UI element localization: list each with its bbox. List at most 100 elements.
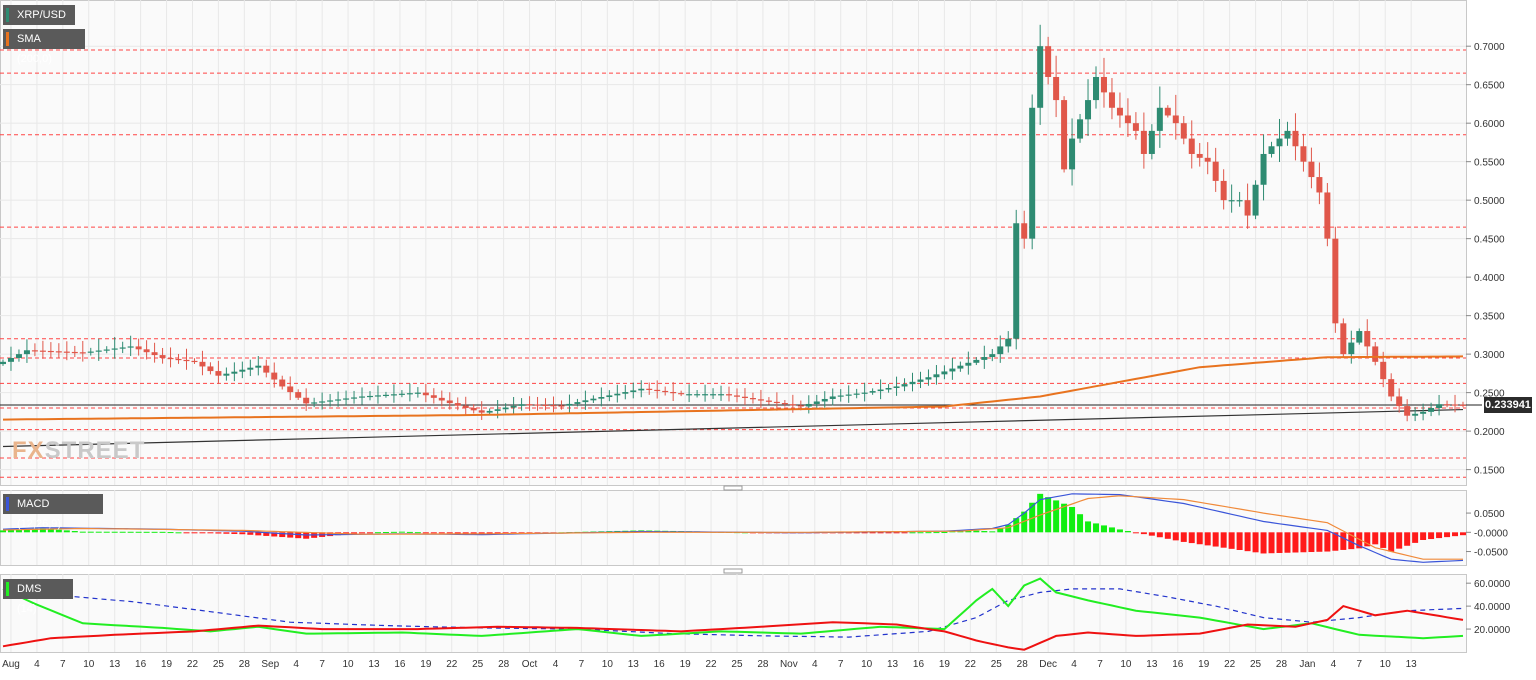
dms-tag[interactable]: DMS (14) bbox=[3, 579, 73, 615]
x-tick-label: Oct bbox=[522, 659, 538, 670]
candle-body bbox=[558, 405, 565, 407]
macd-histogram-bar bbox=[1013, 518, 1020, 533]
candle-body bbox=[765, 400, 772, 402]
candle-body bbox=[654, 389, 661, 392]
x-tick-label: 13 bbox=[368, 659, 380, 670]
candle-body bbox=[813, 401, 820, 404]
macd-histogram-bar bbox=[151, 531, 158, 533]
candle-body bbox=[646, 388, 653, 390]
candle-body bbox=[502, 407, 509, 410]
macd-histogram-bar bbox=[981, 531, 988, 533]
candle-body bbox=[111, 348, 118, 350]
sma200-line bbox=[2, 355, 1464, 421]
candle-body bbox=[1412, 413, 1419, 416]
macd-histogram-bar bbox=[239, 532, 246, 535]
candle-body bbox=[295, 392, 302, 398]
x-tick-label: Aug bbox=[2, 659, 20, 670]
candle-body bbox=[1420, 411, 1427, 414]
macd-histogram-bar bbox=[1172, 532, 1179, 541]
macd-histogram-bar bbox=[925, 532, 932, 534]
y-tick-label: 0.3500 bbox=[1474, 312, 1505, 323]
candle-body bbox=[1292, 130, 1299, 147]
candle-body bbox=[223, 373, 230, 376]
macd-histogram-bar bbox=[231, 532, 238, 534]
macd-color-swatch bbox=[6, 497, 9, 511]
x-tick-label: 22 bbox=[1224, 659, 1236, 670]
candle-body bbox=[319, 401, 326, 403]
candle-body bbox=[534, 404, 541, 406]
macd-histogram-bar bbox=[1188, 532, 1195, 544]
macd-histogram-bar bbox=[207, 532, 214, 534]
macd-histogram-bar bbox=[1132, 532, 1139, 534]
x-tick-label: 7 bbox=[60, 659, 66, 670]
x-tick-label: 25 bbox=[1250, 659, 1262, 670]
x-tick-label: 19 bbox=[680, 659, 692, 670]
macd-histogram-bar bbox=[1116, 529, 1123, 533]
candle-body bbox=[327, 400, 334, 402]
y-tick-label: 0.5500 bbox=[1474, 158, 1505, 169]
candle-body bbox=[678, 393, 685, 395]
candle-body bbox=[1132, 123, 1139, 131]
y-tick-label: 0.3000 bbox=[1474, 350, 1505, 361]
x-tick-label: 25 bbox=[991, 659, 1003, 670]
macd-histogram-bar bbox=[1204, 532, 1211, 546]
candle-body bbox=[702, 394, 709, 396]
macd-histogram-bar bbox=[1420, 532, 1427, 540]
candle-body bbox=[622, 392, 629, 394]
macd-histogram-bar bbox=[1077, 514, 1084, 533]
candle-body bbox=[87, 351, 94, 353]
candle-body bbox=[207, 366, 214, 372]
y-tick-label: 0.2500 bbox=[1474, 389, 1505, 400]
macd-histogram-bar bbox=[502, 532, 509, 534]
candle-body bbox=[1180, 123, 1187, 139]
macd-histogram-bar bbox=[1284, 532, 1291, 553]
x-tick-label: 7 bbox=[1097, 659, 1103, 670]
candle-body bbox=[1388, 379, 1395, 397]
candle-body bbox=[973, 359, 980, 363]
candle-body bbox=[957, 365, 964, 369]
candle-body bbox=[95, 350, 102, 352]
x-tick-label: 10 bbox=[83, 659, 95, 670]
candle-body bbox=[1428, 408, 1435, 412]
candle-body bbox=[901, 384, 908, 387]
macd-histogram-bar bbox=[1396, 532, 1403, 549]
sma-tag[interactable]: SMA (200,0) bbox=[3, 29, 85, 65]
macd-histogram-bar bbox=[1045, 497, 1052, 533]
candle-body bbox=[175, 358, 182, 361]
candle-body bbox=[1005, 338, 1012, 347]
candle-body bbox=[1188, 138, 1195, 154]
macd-histogram-bar bbox=[1268, 532, 1275, 554]
candle-body bbox=[1348, 342, 1355, 355]
x-tick-label: 16 bbox=[654, 659, 666, 670]
x-tick-label: 28 bbox=[1017, 659, 1029, 670]
candle-body bbox=[861, 392, 868, 394]
macd-histogram-bar bbox=[470, 532, 477, 534]
macd-tag[interactable]: MACD (12,26,9) bbox=[3, 494, 103, 530]
x-tick-label: 22 bbox=[705, 659, 717, 670]
macd-histogram-bar bbox=[215, 532, 222, 534]
x-tick-label: Jan bbox=[1299, 659, 1315, 670]
candle-body bbox=[462, 405, 469, 409]
candle-body bbox=[1037, 46, 1044, 108]
candle-body bbox=[23, 350, 30, 355]
macd-histogram-bar bbox=[1069, 506, 1076, 533]
macd-histogram-bar bbox=[1093, 523, 1100, 533]
candle-body bbox=[1276, 138, 1283, 147]
candle-body bbox=[335, 399, 342, 401]
candle-body bbox=[1196, 153, 1203, 158]
instrument-label: XRP/USD bbox=[17, 9, 66, 21]
macd-histogram-bar bbox=[989, 531, 996, 533]
x-tick-label: 16 bbox=[394, 659, 406, 670]
macd-histogram-bar bbox=[1236, 532, 1243, 550]
macd-histogram-bar bbox=[909, 532, 916, 534]
candle-body bbox=[351, 397, 358, 399]
macd-histogram-bar bbox=[271, 532, 278, 537]
macd-histogram-bar bbox=[366, 532, 373, 534]
candle-body bbox=[893, 386, 900, 388]
candle-body bbox=[47, 350, 54, 353]
candle-body bbox=[1116, 107, 1123, 116]
candle-body bbox=[39, 350, 46, 352]
candle-body bbox=[829, 396, 836, 399]
macd-y-tick-label: -0.0000 bbox=[1474, 528, 1508, 539]
instrument-tag[interactable]: XRP/USD bbox=[3, 5, 75, 25]
